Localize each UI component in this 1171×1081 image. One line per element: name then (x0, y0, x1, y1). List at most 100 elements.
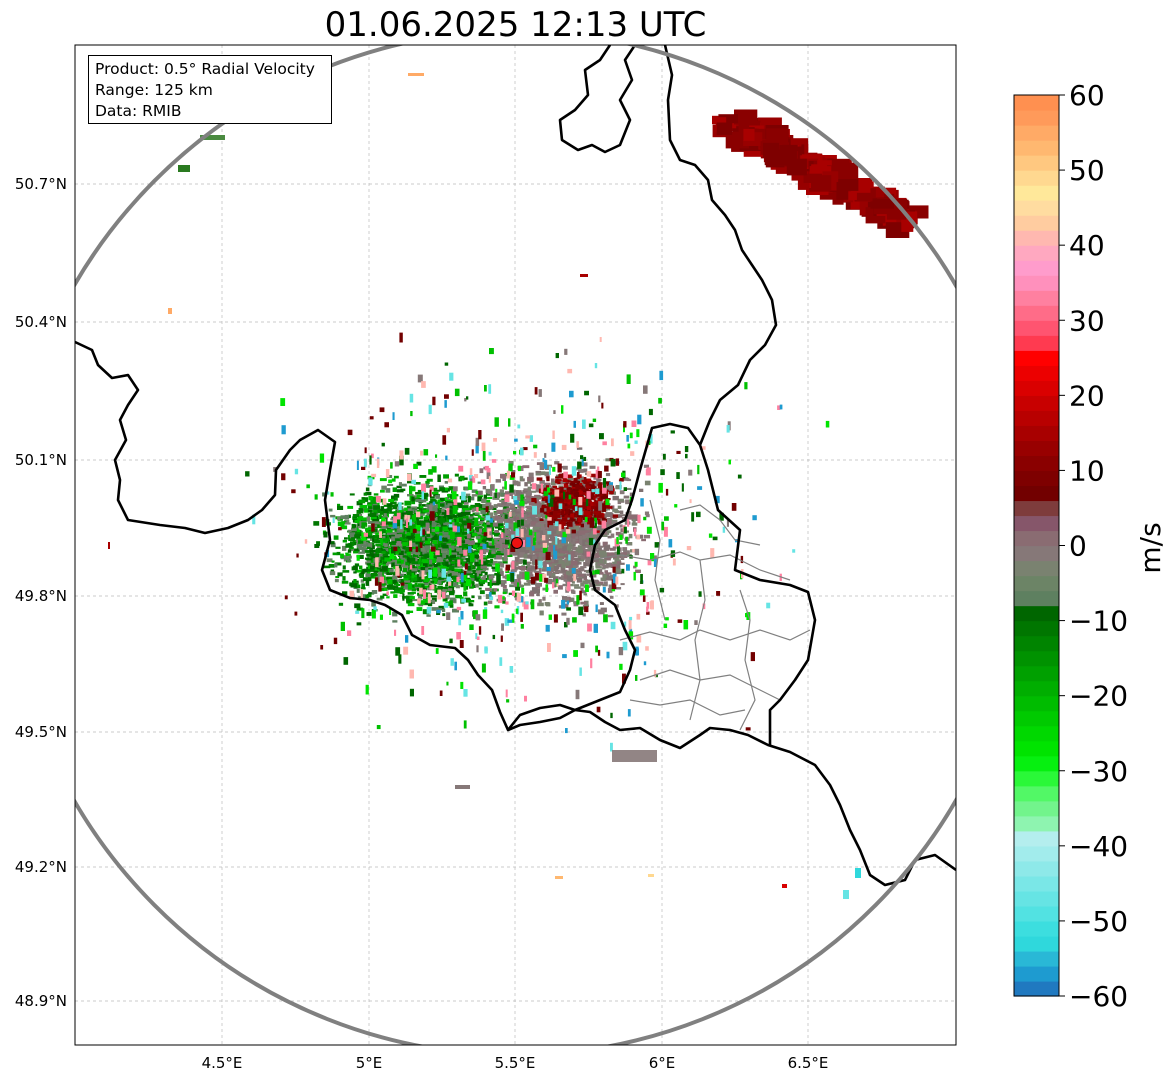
echo-cell (432, 540, 438, 544)
echo-cell (358, 551, 366, 554)
echo-cell (472, 506, 478, 511)
echo-cell (607, 588, 613, 593)
echo-cell (372, 528, 377, 531)
echo-cell (402, 544, 409, 550)
echo-cell (388, 523, 395, 527)
echo-cell (362, 497, 369, 502)
echo-cell (542, 564, 547, 570)
echo-cell (645, 646, 649, 651)
echo-cell (561, 487, 564, 493)
echo-cell (447, 494, 451, 497)
echo-cell (584, 523, 590, 528)
echo-cell (497, 503, 504, 507)
echo-cell (632, 549, 636, 553)
echo-cell (342, 565, 346, 570)
echo-cell (573, 512, 577, 515)
echo-cell (392, 611, 398, 617)
echo-cell (631, 522, 638, 526)
echo-cell (408, 557, 416, 563)
echo-cell (396, 548, 401, 553)
echo-cell (594, 494, 598, 498)
echo-cell (508, 460, 514, 466)
echo-cell (602, 559, 607, 564)
echo-cell (600, 553, 606, 559)
echo-cell (541, 530, 548, 535)
echo-cell (503, 536, 510, 540)
echo-cell (383, 563, 389, 566)
echo-cell (420, 567, 426, 570)
echo-cell (366, 563, 371, 566)
echo-cell (583, 491, 589, 494)
echo-cell (614, 571, 622, 575)
echo-cell (386, 529, 393, 533)
echo-cell (372, 519, 380, 522)
echo-cell (424, 599, 430, 603)
echo-cell (563, 553, 567, 556)
echo-cell (599, 581, 604, 586)
echo-cell (409, 495, 413, 501)
echo-cell (436, 556, 442, 561)
echo-cell (461, 532, 469, 535)
echo-cell (375, 535, 381, 538)
echo-cell (435, 509, 442, 513)
echo-cell (619, 477, 624, 482)
echo-cell (562, 564, 566, 569)
echo-cell (465, 510, 471, 513)
echo-cell (567, 521, 573, 527)
echo-cell (417, 569, 422, 573)
echo-cell (375, 543, 383, 547)
echo-cell (418, 509, 426, 514)
echo-cell (547, 525, 554, 530)
echo-cell (344, 514, 350, 520)
echo-cell (456, 547, 462, 552)
echo-cell (499, 546, 503, 551)
echo-cell (389, 568, 394, 573)
echo-cell (552, 576, 559, 582)
echo-cell (415, 544, 423, 548)
echo-cell (439, 514, 445, 517)
echo-cell (477, 481, 482, 484)
echo-cell (586, 514, 592, 519)
echo-cell (609, 491, 614, 495)
echo-cell (390, 580, 397, 584)
echo-cell (553, 550, 558, 560)
echo-cell (425, 480, 430, 485)
echo-cell (400, 573, 405, 577)
echo-cell (506, 554, 513, 557)
echo-cell (313, 521, 320, 526)
echo-cell (517, 514, 524, 520)
echo-cell (584, 497, 590, 501)
echo-cell (505, 522, 509, 529)
echo-cell (495, 479, 501, 483)
echo-cell (477, 539, 483, 543)
echo-cell (538, 556, 543, 561)
echo-cell (348, 555, 352, 559)
echo-cell (530, 490, 537, 493)
echo-cell (561, 556, 565, 559)
echo-cell (560, 521, 566, 526)
echo-cell (603, 581, 608, 586)
echo-cell (482, 503, 487, 508)
echo-cell (413, 482, 421, 485)
echo-cell (535, 517, 542, 521)
echo-cell (418, 561, 423, 565)
echo-cell (448, 581, 452, 586)
echo-cell (448, 565, 455, 570)
echo-cell (598, 550, 606, 556)
echo-cell (486, 510, 490, 516)
echo-cell (502, 561, 508, 564)
echo-cell (619, 510, 624, 514)
echo-cell (342, 545, 347, 551)
echo-cell (412, 584, 418, 589)
echo-cell (457, 533, 464, 539)
echo-cell (461, 505, 469, 510)
echo-cell (491, 566, 496, 569)
echo-cell (539, 518, 544, 521)
echo-cell (409, 513, 414, 519)
echo-cell (475, 535, 481, 539)
echo-cell (562, 597, 570, 603)
echo-cell (551, 560, 555, 565)
echo-cell (626, 515, 633, 520)
echo-cell (377, 508, 381, 514)
echo-cell (573, 571, 580, 576)
